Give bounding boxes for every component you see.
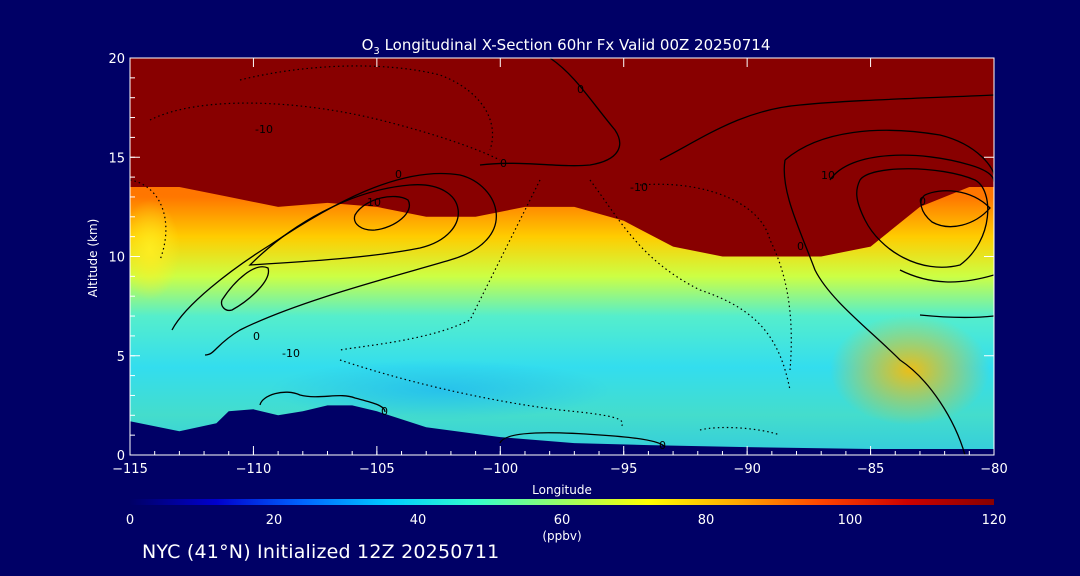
colorbar-units-label: (ppbv) — [542, 529, 581, 543]
y-tick-label: 0 — [117, 449, 125, 464]
x-tick-label: −110 — [236, 462, 272, 477]
contour-solid-right-inner — [856, 168, 989, 268]
contour-label: -10 — [282, 347, 300, 360]
x-tick-label: −85 — [857, 462, 884, 477]
left-edge-high-ozone-patch — [130, 200, 180, 300]
x-tick-label: −115 — [112, 462, 148, 477]
y-tick-label: 10 — [108, 251, 125, 266]
chart-title: O3 Longitudinal X-Section 60hr Fx Valid … — [362, 36, 771, 57]
contour-dotted-center — [589, 179, 791, 391]
y-tick-label: 20 — [108, 52, 125, 67]
contour-label: 0 — [919, 195, 926, 208]
x-axis: −115 −110 −105 −100 −95 −90 −85 −80 — [112, 58, 1008, 477]
contour-label: 0 — [253, 330, 260, 343]
contour-solid-upper — [479, 58, 621, 167]
contour-solid-left-inner — [248, 184, 459, 266]
ozone-field-features — [130, 200, 990, 425]
contour-label: 0 — [381, 405, 388, 418]
colorbar-tick-label: 80 — [698, 513, 715, 528]
low-level-low-ozone-patch — [270, 360, 610, 420]
contour-label: 0 — [500, 157, 507, 170]
contour-solid-right-mid — [829, 154, 994, 183]
x-tick-label: −80 — [980, 462, 1007, 477]
colorbar-strip — [130, 499, 994, 505]
colorbar-tick-label: 0 — [126, 513, 134, 528]
y-axis: 0 5 10 15 20 — [108, 52, 994, 464]
colorbar: 0 20 40 60 80 100 120 (ppbv) — [126, 499, 1007, 543]
contour-label: 0 — [577, 83, 584, 96]
y-tick-label: 15 — [108, 151, 125, 166]
colorbar-tick-label: 60 — [554, 513, 571, 528]
contour-solid-bottom-middle — [499, 432, 666, 448]
contour-label: 10 — [367, 196, 381, 209]
contour-solid-right-core — [920, 190, 991, 228]
plot-area: -10 -10 -10 10 10 0 0 0 0 0 0 0 0 — [130, 58, 994, 455]
contour-solid-left-core — [353, 195, 411, 231]
colorbar-tick-labels: 0 20 40 60 80 100 120 — [126, 513, 1007, 528]
contour-solid-right-bottom — [919, 314, 994, 319]
contour-label: -10 — [255, 123, 273, 136]
contour-label: 0 — [797, 240, 804, 253]
mid-level-high-ozone-patch — [830, 315, 990, 425]
x-tick-label: −90 — [733, 462, 760, 477]
contour-solid-left-jet — [171, 172, 497, 356]
contour-label: -10 — [630, 181, 648, 194]
y-tick-label: 5 — [117, 350, 125, 365]
x-tick-label: −100 — [482, 462, 518, 477]
contour-label: 0 — [395, 168, 402, 181]
contour-label: 10 — [821, 169, 835, 182]
colorbar-tick-label: 20 — [266, 513, 283, 528]
colorbar-tick-label: 120 — [982, 513, 1007, 528]
contour-lines — [171, 58, 994, 455]
contour-labels: -10 -10 -10 10 10 0 0 0 0 0 0 0 0 — [253, 83, 926, 452]
contour-dotted-lower — [339, 359, 623, 429]
x-tick-label: −105 — [359, 462, 395, 477]
contour-solid-terrain-left — [259, 391, 386, 413]
x-axis-label: Longitude — [532, 483, 592, 497]
colorbar-tick-label: 100 — [838, 513, 863, 528]
x-tick-label: −95 — [610, 462, 637, 477]
terrain-mask — [130, 405, 994, 455]
y-axis-label: Altitude (km) — [86, 219, 100, 298]
contour-solid-upper-right — [659, 94, 994, 161]
contour-solid-right-jet — [784, 129, 994, 176]
colorbar-tick-label: 40 — [410, 513, 427, 528]
contour-dotted-left — [130, 179, 167, 261]
location-init-caption: NYC (41°N) Initialized 12Z 20250711 — [142, 541, 500, 563]
contour-dotted-upper-left — [239, 65, 494, 151]
contour-solid-left-small — [220, 266, 269, 312]
contour-label: 0 — [659, 439, 666, 452]
contour-solid-right-lower — [899, 269, 994, 283]
contour-solid-right-outer — [783, 159, 966, 455]
contour-dotted-lines — [130, 65, 792, 436]
